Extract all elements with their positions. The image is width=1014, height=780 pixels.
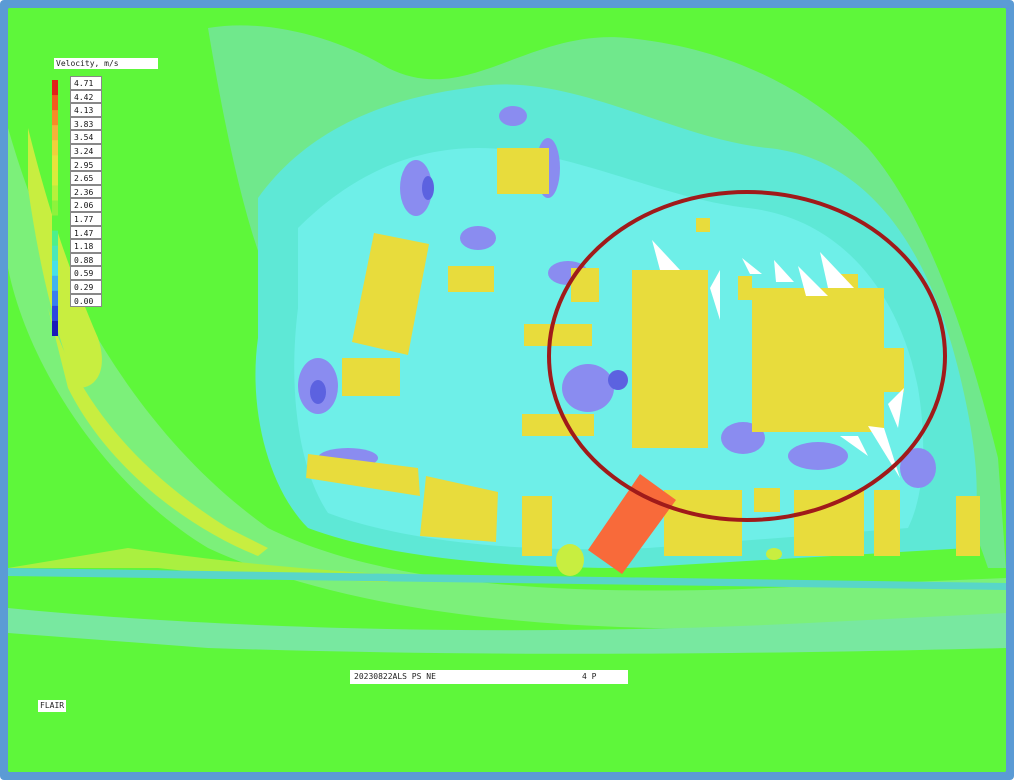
building: [754, 488, 780, 512]
vegetation-patch: [556, 544, 584, 576]
legend-title: Velocity, m/s: [54, 58, 158, 69]
legend-color-swatch: [52, 245, 58, 262]
legend-value: 0.88: [70, 252, 102, 267]
low-velocity-patch: [499, 106, 527, 126]
building: [522, 496, 552, 556]
flow-band-yellow: [28, 128, 102, 388]
low-velocity-patch: [400, 160, 432, 216]
low-velocity-patch: [788, 442, 848, 470]
building: [448, 266, 494, 292]
height-label: 4 P: [582, 672, 597, 681]
building: [664, 490, 742, 556]
low-velocity-core: [310, 380, 326, 404]
velocity-contour-plot: [8, 8, 1006, 772]
legend-value: 2.36: [70, 184, 102, 199]
case-id-label: 20230822ALS PS NE: [354, 672, 436, 681]
legend-color-swatch: [52, 200, 58, 217]
legend-color-swatch: [52, 275, 58, 292]
legend-color-swatch: [52, 320, 58, 336]
building: [522, 414, 594, 436]
building: [352, 233, 429, 355]
building: [956, 496, 980, 556]
building: [342, 358, 400, 396]
legend-value: 2.06: [70, 198, 102, 212]
legend-color-swatch: [52, 140, 58, 156]
building: [738, 276, 752, 300]
case-label-box: 20230822ALS PS NE 4 P: [350, 670, 628, 684]
legend-value: 4.42: [70, 89, 102, 104]
legend-color-swatch: [52, 170, 58, 186]
building: [306, 454, 420, 496]
legend-color-swatch: [52, 290, 58, 307]
building: [752, 288, 884, 432]
building: [794, 490, 864, 556]
building: [878, 348, 904, 392]
low-velocity-patch: [562, 364, 614, 412]
legend-color-swatch: [52, 95, 58, 111]
buildings: [306, 148, 980, 556]
legend-color-swatch: [52, 125, 58, 141]
low-velocity-patch: [900, 448, 936, 488]
flow-band-outer: [8, 128, 1006, 648]
legend-color-swatch: [52, 110, 58, 126]
legend-value: 0.29: [70, 279, 102, 294]
low-velocity-patch: [460, 226, 496, 250]
legend-value: 2.65: [70, 171, 102, 185]
legend-color-swatch: [52, 260, 58, 277]
low-velocity-core: [608, 370, 628, 390]
building: [420, 476, 498, 542]
legend-color-swatch: [52, 155, 58, 171]
low-velocity-core: [422, 176, 434, 200]
legend-value: 1.47: [70, 225, 102, 240]
legend-color-swatch: [52, 305, 58, 322]
legend-color-bar: [52, 80, 58, 336]
building: [497, 148, 549, 194]
legend-color-swatch: [52, 230, 58, 247]
legend-value: 1.77: [70, 211, 102, 226]
building: [524, 324, 592, 346]
corner-label: FLAIR: [38, 700, 67, 712]
legend-value: 4.13: [70, 103, 102, 117]
legend-value: 0.00: [70, 293, 102, 308]
legend-values: 4.71 4.42 4.13 3.83 3.54 3.24 2.95 2.65 2.36 2.06…: [70, 76, 102, 308]
legend-value: 4.71: [70, 76, 102, 90]
flow-band-lower: [8, 608, 1006, 654]
vegetation-patch: [766, 548, 782, 560]
annotation-circle: [547, 190, 947, 522]
legend-value: 3.24: [70, 143, 102, 158]
building: [874, 490, 900, 556]
simulation-viewport[interactable]: Velocity, m/s 4.71 4.42 4.13 3.83 3.54 3.24 2.…: [8, 8, 1006, 772]
legend-color-swatch: [52, 215, 58, 232]
legend-value: 0.59: [70, 266, 102, 280]
legend-color-swatch: [52, 185, 58, 201]
legend-value: 1.18: [70, 239, 102, 253]
legend-value: 3.83: [70, 116, 102, 131]
road-band: [8, 568, 1006, 590]
legend-color-swatch: [52, 80, 58, 96]
building: [632, 270, 708, 448]
building: [696, 218, 710, 232]
legend-value: 3.54: [70, 130, 102, 144]
legend-value: 2.95: [70, 157, 102, 172]
flow-wake-lightcyan: [294, 148, 924, 550]
